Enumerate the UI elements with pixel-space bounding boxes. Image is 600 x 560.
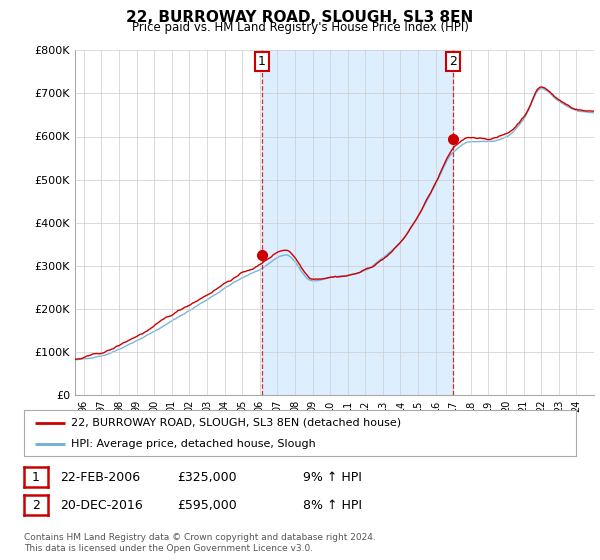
Text: 2: 2 (449, 55, 457, 68)
Text: 1: 1 (258, 55, 266, 68)
Text: 22, BURROWAY ROAD, SLOUGH, SL3 8EN: 22, BURROWAY ROAD, SLOUGH, SL3 8EN (127, 10, 473, 25)
Text: 22-FEB-2006: 22-FEB-2006 (60, 470, 140, 484)
Text: 9% ↑ HPI: 9% ↑ HPI (303, 470, 362, 484)
Text: 20-DEC-2016: 20-DEC-2016 (60, 498, 143, 512)
Bar (262, 50, 453, 395)
Text: Price paid vs. HM Land Registry's House Price Index (HPI): Price paid vs. HM Land Registry's House … (131, 21, 469, 34)
Text: £325,000: £325,000 (177, 470, 236, 484)
Text: HPI: Average price, detached house, Slough: HPI: Average price, detached house, Slou… (71, 439, 316, 449)
Text: £595,000: £595,000 (177, 498, 237, 512)
Text: 1: 1 (32, 470, 40, 484)
Text: 22, BURROWAY ROAD, SLOUGH, SL3 8EN (detached house): 22, BURROWAY ROAD, SLOUGH, SL3 8EN (deta… (71, 418, 401, 428)
Text: 8% ↑ HPI: 8% ↑ HPI (303, 498, 362, 512)
Text: Contains HM Land Registry data © Crown copyright and database right 2024.
This d: Contains HM Land Registry data © Crown c… (24, 533, 376, 553)
Text: 2: 2 (32, 498, 40, 512)
